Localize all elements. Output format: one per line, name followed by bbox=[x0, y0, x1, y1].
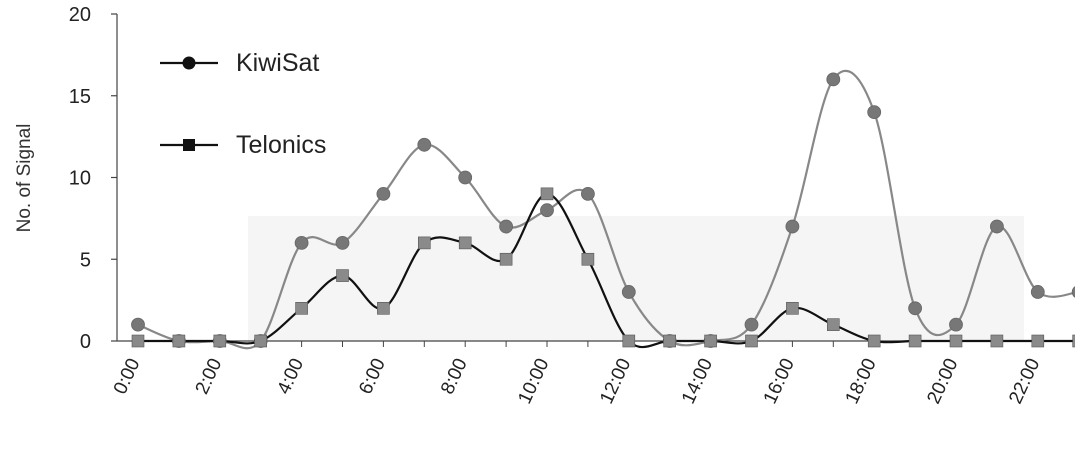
point-kiwisat bbox=[826, 72, 841, 87]
point-kiwisat bbox=[581, 186, 595, 201]
point-telonics bbox=[663, 334, 677, 348]
y-tick-label: 5 bbox=[80, 249, 91, 271]
x-tick-label: 20:00 bbox=[923, 355, 962, 407]
point-kiwisat bbox=[990, 219, 1004, 234]
point-kiwisat bbox=[908, 301, 922, 316]
legend-label-telonics: Telonics bbox=[236, 131, 326, 159]
x-tick-label: 16:00 bbox=[760, 355, 799, 407]
point-kiwisat bbox=[540, 203, 554, 218]
y-tick-label: 0 bbox=[80, 331, 91, 353]
point-telonics bbox=[213, 334, 227, 348]
legend: KiwiSat Telonics bbox=[160, 49, 326, 159]
point-telonics bbox=[704, 334, 717, 348]
point-telonics bbox=[826, 318, 840, 331]
point-kiwisat bbox=[621, 285, 636, 299]
point-telonics bbox=[1031, 334, 1045, 348]
point-telonics bbox=[786, 301, 799, 315]
point-kiwisat bbox=[417, 137, 432, 152]
point-telonics bbox=[540, 187, 554, 201]
point-kiwisat bbox=[376, 186, 391, 201]
point-telonics bbox=[867, 334, 881, 348]
point-telonics bbox=[131, 334, 145, 348]
point-telonics bbox=[990, 334, 1004, 348]
point-telonics bbox=[417, 236, 431, 250]
point-kiwisat bbox=[499, 219, 514, 234]
plot-shading bbox=[248, 216, 1024, 341]
point-telonics bbox=[172, 334, 186, 348]
y-axis-label: No. of Signal bbox=[14, 124, 35, 233]
point-kiwisat bbox=[1071, 286, 1075, 298]
y-tick-label: 15 bbox=[69, 86, 91, 108]
x-tick-label: 10:00 bbox=[514, 355, 553, 407]
point-telonics bbox=[499, 252, 513, 266]
x-tick-label: 14:00 bbox=[678, 355, 717, 407]
y-tick-label: 10 bbox=[69, 168, 91, 190]
point-kiwisat bbox=[335, 235, 350, 250]
x-tick-label: 8:00 bbox=[437, 355, 472, 397]
series-markers bbox=[131, 72, 1075, 348]
x-tick-label: 2:00 bbox=[192, 355, 227, 397]
x-tick-label: 0:00 bbox=[110, 355, 145, 397]
point-kiwisat bbox=[744, 317, 759, 332]
x-tick-label: 4:00 bbox=[273, 355, 308, 397]
point-kiwisat bbox=[867, 105, 882, 119]
point-kiwisat bbox=[294, 235, 309, 250]
point-telonics bbox=[295, 301, 308, 315]
point-telonics bbox=[377, 301, 390, 315]
x-tick-label: 18:00 bbox=[842, 355, 881, 407]
point-telonics bbox=[458, 236, 472, 250]
point-telonics bbox=[254, 334, 267, 348]
legend-marker-telonics bbox=[183, 139, 195, 151]
x-tick-label: 22:00 bbox=[1005, 355, 1044, 407]
point-telonics bbox=[949, 334, 963, 348]
point-telonics bbox=[622, 334, 636, 348]
point-kiwisat bbox=[1030, 285, 1045, 299]
y-tick-label: 20 bbox=[69, 4, 91, 26]
point-kiwisat bbox=[131, 317, 145, 332]
point-kiwisat bbox=[949, 317, 963, 332]
point-kiwisat bbox=[458, 170, 473, 185]
legend-label-kiwisat: KiwiSat bbox=[236, 49, 319, 77]
x-tick-label: 12:00 bbox=[596, 355, 635, 407]
point-telonics bbox=[581, 252, 595, 266]
chart-axes bbox=[111, 13, 1075, 347]
point-telonics bbox=[1072, 334, 1075, 348]
legend-marker-kiwisat bbox=[182, 56, 196, 70]
point-telonics bbox=[908, 334, 922, 348]
x-tick-label: 6:00 bbox=[355, 355, 390, 397]
point-kiwisat bbox=[785, 219, 800, 234]
point-telonics bbox=[745, 334, 758, 348]
point-telonics bbox=[336, 269, 349, 282]
